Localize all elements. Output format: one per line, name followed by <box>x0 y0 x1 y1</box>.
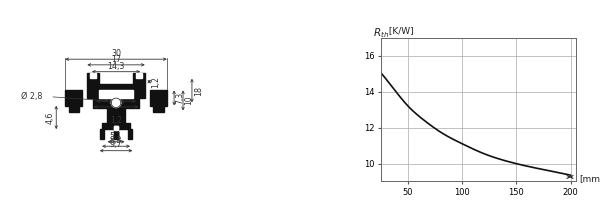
Text: Ø 2,8: Ø 2,8 <box>21 92 43 101</box>
Text: 9,7: 9,7 <box>110 141 122 150</box>
Bar <box>128 129 132 139</box>
Circle shape <box>112 98 121 108</box>
Text: [mm]: [mm] <box>579 174 600 183</box>
Text: 11,8: 11,8 <box>107 91 125 100</box>
Text: 7,3: 7,3 <box>176 92 185 104</box>
Bar <box>87 73 99 84</box>
Bar <box>68 106 79 112</box>
Text: 17: 17 <box>111 55 121 64</box>
Bar <box>100 129 104 139</box>
Bar <box>136 73 142 78</box>
Text: [K/W]: [K/W] <box>386 26 414 35</box>
Text: 1,2: 1,2 <box>110 116 122 125</box>
Bar <box>94 98 139 108</box>
Bar <box>87 84 145 91</box>
Text: 14,3: 14,3 <box>107 61 125 70</box>
Bar <box>114 126 118 129</box>
Text: $R_{th}$: $R_{th}$ <box>373 26 389 40</box>
Bar <box>107 108 125 123</box>
Text: 18: 18 <box>194 85 203 96</box>
Bar <box>133 73 145 84</box>
Bar <box>87 91 99 98</box>
Text: 5,1: 5,1 <box>110 132 122 141</box>
Bar <box>90 73 96 78</box>
Bar <box>114 126 118 130</box>
Text: 4,6: 4,6 <box>46 111 55 124</box>
Text: 10: 10 <box>185 96 193 105</box>
Text: 13,3: 13,3 <box>107 97 125 106</box>
Bar <box>114 129 118 139</box>
Text: 30: 30 <box>111 49 121 58</box>
Bar <box>154 106 164 112</box>
Text: 1,2: 1,2 <box>151 76 160 88</box>
Bar <box>133 91 145 98</box>
Bar <box>65 90 82 106</box>
Text: 8,3: 8,3 <box>110 136 122 145</box>
Bar <box>150 90 167 106</box>
Bar <box>102 123 130 129</box>
Bar <box>99 91 133 98</box>
